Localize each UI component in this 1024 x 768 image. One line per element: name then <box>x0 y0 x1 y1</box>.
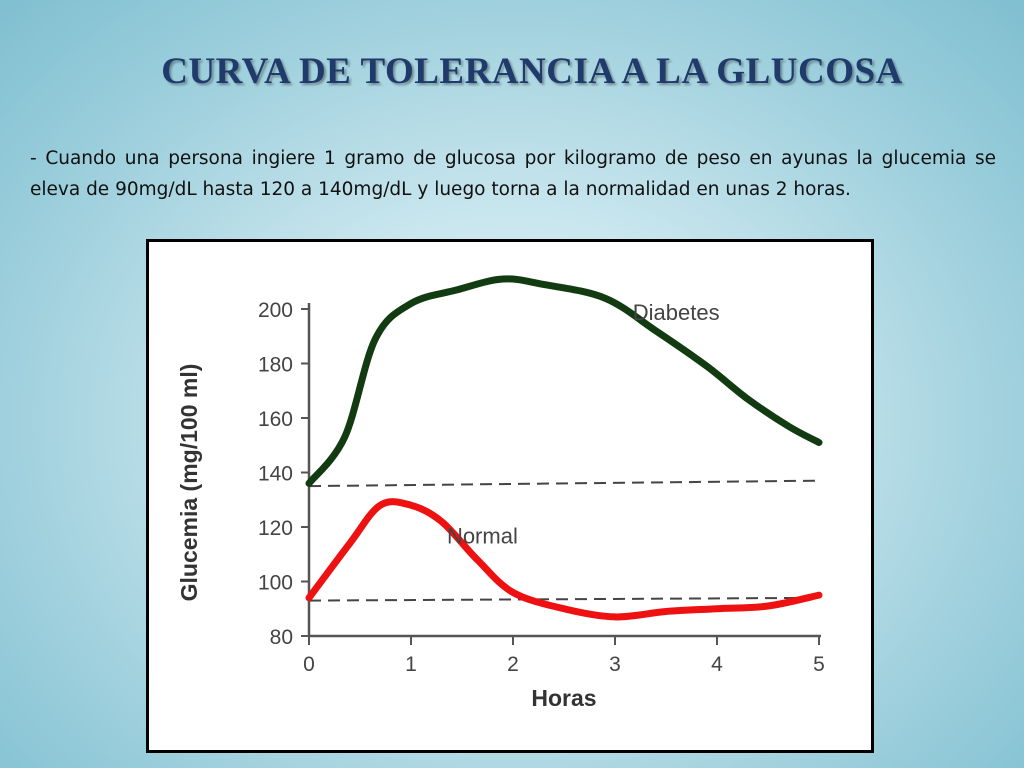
slide-title: CURVA DE TOLERANCIA A LA GLUCOSA <box>161 51 903 92</box>
chart-frame: 80 100 120 140 160 180 200 0 1 2 3 4 5 Horas Glucemia … <box>146 239 874 753</box>
glucose-tolerance-chart: 80 100 120 140 160 180 200 0 1 2 3 4 5 Horas Glucemia … <box>176 275 825 711</box>
y-tick-label: 180 <box>258 354 293 377</box>
x-axis-title: Horas <box>531 685 596 711</box>
slide-body-text: - Cuando una persona ingiere 1 gramo de … <box>30 148 996 200</box>
series-label-normal: Normal <box>447 523 518 548</box>
reference-line-dashed <box>308 479 820 488</box>
x-tick-label: 0 <box>303 653 315 676</box>
y-tick-label: 160 <box>258 408 293 431</box>
series-line-diabetes <box>305 275 823 487</box>
series-label-diabetes: Diabetes <box>633 300 720 325</box>
y-tick-label: 120 <box>258 517 293 540</box>
y-tick-label: 80 <box>270 626 293 649</box>
series-line-normal <box>305 498 823 621</box>
y-axis-title: Glucemia (mg/100 ml) <box>176 364 202 602</box>
x-tick-label: 1 <box>405 653 417 676</box>
y-tick-label: 200 <box>258 299 293 322</box>
y-tick-label: 140 <box>258 463 293 486</box>
y-tick-label: 100 <box>258 572 293 595</box>
x-tick-label: 3 <box>609 653 621 676</box>
x-tick-label: 2 <box>507 653 519 676</box>
reference-line-dashed <box>308 596 820 602</box>
x-tick-label: 4 <box>711 653 723 676</box>
x-tick-label: 5 <box>813 653 825 676</box>
